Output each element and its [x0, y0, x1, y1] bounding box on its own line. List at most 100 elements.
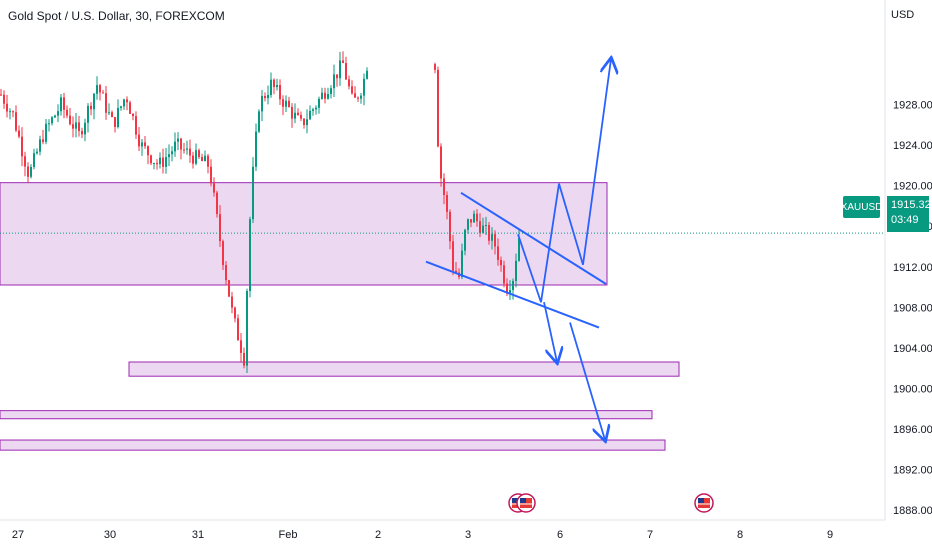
price-tick-label: 1908.00 — [893, 302, 932, 314]
feb-candle — [482, 225, 484, 233]
feb-candle — [446, 195, 448, 212]
jan-candle — [165, 157, 167, 167]
jan-candle — [327, 93, 329, 99]
feb-candle — [476, 213, 478, 222]
jan-candle — [309, 110, 311, 120]
jan-candle — [111, 112, 113, 118]
time-tick-label: 27 — [12, 529, 24, 541]
support-zone[interactable] — [128, 361, 680, 377]
currency-label: USD — [891, 9, 915, 21]
feb-candle — [485, 225, 487, 227]
jan-candle — [351, 86, 353, 94]
jan-candle — [210, 166, 212, 184]
jan-candle — [330, 88, 332, 94]
feb-candle — [455, 270, 457, 273]
jan-candle — [0, 94, 2, 96]
jan-candle — [69, 115, 71, 125]
jan-candle — [126, 99, 128, 103]
jan-candle — [72, 124, 74, 129]
jan-candle — [54, 115, 56, 118]
feb-candle — [437, 69, 439, 147]
feb-candle — [479, 221, 481, 233]
jan-candle — [66, 109, 68, 116]
upper-trendline[interactable] — [460, 191, 607, 285]
time-tick-label: 9 — [827, 529, 833, 541]
jan-candle — [117, 107, 119, 128]
symbol-title: Gold Spot / U.S. Dollar, 30, FOREXCOM — [8, 9, 225, 23]
jan-candle — [339, 60, 341, 79]
jan-candle — [60, 97, 62, 112]
lower-trendline[interactable] — [425, 260, 600, 329]
jan-candle — [24, 156, 26, 167]
feb-candle — [434, 64, 436, 70]
jan-candle — [183, 149, 185, 151]
jan-candle — [18, 130, 20, 137]
jan-candle — [240, 340, 242, 353]
feb-candle — [500, 259, 502, 266]
jan-candle — [366, 70, 368, 79]
jan-candle — [21, 136, 23, 157]
jan-candle — [297, 112, 299, 115]
feb-candle — [506, 283, 508, 294]
last-price-box: 1915.32 03:49 — [887, 196, 931, 232]
jan-candle — [132, 113, 134, 117]
jan-candle — [360, 95, 362, 99]
feb-candle — [518, 238, 520, 261]
jan-candle — [276, 85, 278, 88]
jan-candle — [156, 162, 158, 165]
jan-candle — [129, 102, 131, 114]
feb-candle — [515, 260, 517, 281]
jan-candle — [357, 97, 359, 99]
jan-candle — [318, 98, 320, 108]
time-tick-label: 6 — [557, 529, 563, 541]
feb-candle — [464, 229, 466, 251]
jan-candle — [201, 156, 203, 162]
jan-candle — [180, 138, 182, 150]
jan-candle — [252, 166, 254, 220]
jan-candle — [189, 148, 191, 156]
jan-candle — [36, 151, 38, 154]
jan-candle — [315, 107, 317, 110]
feb-candle — [473, 213, 475, 223]
support-zone[interactable] — [0, 439, 666, 451]
projection-arrow[interactable] — [517, 59, 611, 303]
projection-arrow[interactable] — [569, 322, 605, 440]
jan-candle — [12, 111, 14, 113]
ticker-tag: XAUUSD — [841, 196, 882, 218]
jan-candle — [216, 192, 218, 215]
countdown-label: 03:49 — [891, 214, 919, 226]
projection-arrow[interactable] — [543, 302, 557, 362]
jan-candle — [114, 117, 116, 128]
jan-candle — [321, 92, 323, 99]
jan-candle — [246, 290, 248, 366]
jan-candle — [174, 141, 176, 152]
jan-candle — [312, 109, 314, 111]
price-tick-label: 1888.00 — [893, 505, 932, 517]
jan-candle — [144, 142, 146, 147]
jan-candle — [354, 93, 356, 98]
jan-candle — [9, 111, 11, 113]
support-zone[interactable] — [0, 182, 608, 286]
jan-candle — [171, 151, 173, 155]
jan-candle — [105, 93, 107, 113]
jan-candle — [348, 79, 350, 87]
jan-candle — [123, 99, 125, 107]
jan-candle — [120, 106, 122, 108]
jan-candle — [243, 352, 245, 366]
price-tick-label: 1900.00 — [893, 383, 932, 395]
jan-candle — [279, 85, 281, 100]
time-tick-label: 31 — [192, 529, 204, 541]
jan-candle — [159, 157, 161, 165]
jan-candle — [75, 122, 77, 129]
price-tick-label: 1912.00 — [893, 262, 932, 274]
price-tick-label: 1920.00 — [893, 181, 932, 193]
feb-candle — [440, 146, 442, 179]
price-tick-label: 1904.00 — [893, 343, 932, 355]
jan-candle — [162, 157, 164, 167]
jan-candle — [333, 74, 335, 89]
jan-candle — [93, 93, 95, 110]
jan-candle — [195, 150, 197, 164]
support-zone[interactable] — [0, 410, 653, 420]
